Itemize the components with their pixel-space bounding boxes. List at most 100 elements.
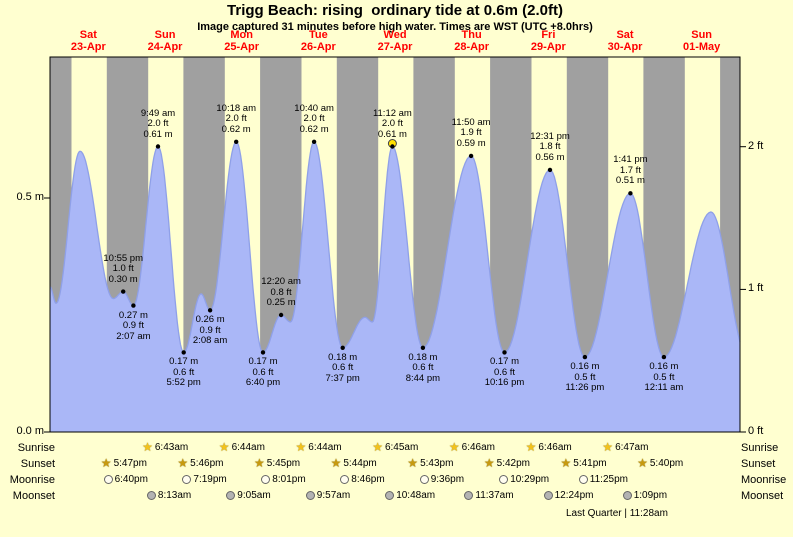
tide-extreme-dot	[207, 308, 213, 313]
day-date: 23-Apr	[70, 41, 106, 53]
high-tide-annotation: 12:20 am 0.8 ft 0.25 m	[261, 276, 301, 308]
tide-curve-edge	[49, 140, 741, 358]
moonrise-moon-icon	[578, 475, 588, 484]
day-label: Sun 01-May	[663, 29, 740, 53]
astro-time: 8:13am	[157, 490, 192, 501]
low-tide-annotation: 0.26 m 0.9 ft 2:08 am	[192, 314, 228, 347]
tide-extreme-dot	[121, 289, 126, 294]
astro-moonset-entry: 8:13am	[146, 489, 192, 502]
astro-moonrise-entry: 10:29pm	[499, 473, 549, 486]
tide-extreme-dot	[155, 144, 161, 149]
astro-sunset-entry: ★ 5:46pm	[177, 457, 223, 470]
tide-extreme-dot	[311, 139, 317, 144]
astro-time: 5:40pm	[649, 458, 684, 469]
day-label: Wed 27-Apr	[357, 29, 434, 53]
astro-moonset-entry: 9:05am	[226, 489, 271, 502]
tide-extreme-dot	[390, 144, 395, 149]
astro-moonrise-entry: 8:46pm	[340, 473, 385, 486]
tide-extreme-dot	[260, 350, 266, 355]
astro-sunrise-entry: ★ 6:44am	[219, 441, 265, 454]
low-tide-annotation: 0.27 m 0.9 ft 2:07 am	[116, 309, 151, 342]
astro-row-label-moonset-right: Moonset	[741, 490, 784, 502]
astro-time: 5:44pm	[343, 458, 377, 469]
high-tide-annotation: 12:31 pm 1.8 ft 0.56 m	[530, 130, 570, 163]
moon-phase-note: Last Quarter | 11:28am	[566, 508, 668, 519]
day-label: Thu 28-Apr	[433, 29, 510, 53]
high-tide-annotation: 10:18 am 2.0 ft 0.62 m	[216, 102, 256, 135]
day-date: 27-Apr	[377, 41, 413, 53]
astro-sunset-entry: ★ 5:43pm	[407, 457, 453, 470]
astro-time: 5:41pm	[573, 458, 607, 469]
astro-time: 6:43am	[154, 442, 189, 453]
low-tide-annotation: 0.16 m 0.5 ft 12:11 am	[644, 361, 684, 394]
day-label: Fri 29-Apr	[510, 29, 587, 53]
tide-extreme-dot	[582, 354, 588, 360]
low-tide-annotation: 0.17 m 0.6 ft 5:52 pm	[166, 356, 201, 389]
day-of-week: Sat	[79, 29, 97, 41]
tide-extreme-dot	[181, 350, 186, 355]
sunrise-star-icon: ★	[525, 440, 537, 454]
day-of-week: Wed	[383, 29, 407, 41]
moonrise-moon-icon	[182, 475, 192, 484]
sunset-star-icon: ★	[177, 456, 189, 470]
low-tide-annotation: 0.18 m 0.6 ft 7:37 pm	[325, 351, 360, 384]
astro-moonrise-entry: 9:36pm	[419, 473, 464, 486]
astro-sunset-entry: ★ 5:45pm	[254, 457, 300, 470]
astro-row-label-moonrise-right: Moonrise	[741, 474, 787, 486]
day-label: Tue 26-Apr	[280, 29, 357, 53]
high-tide-annotation: 10:40 am 2.0 ft 0.62 m	[294, 102, 334, 135]
astro-row-label-moonset-left: Moonset	[12, 490, 55, 502]
astro-time: 11:37am	[475, 490, 514, 501]
day-of-week: Sun	[154, 29, 176, 41]
y-axis-label-left: 0.5 m	[16, 191, 44, 203]
astro-time: 6:44am	[308, 442, 342, 453]
astro-row-label-moonrise-left: Moonrise	[9, 474, 55, 486]
day-of-week: Sun	[691, 29, 713, 41]
astro-moonset-entry: 9:57am	[305, 489, 350, 502]
astro-row-label-sunset-right: Sunset	[741, 458, 776, 470]
y-axis-label-right: 0 ft	[748, 425, 764, 437]
low-tide-annotation: 0.18 m 0.6 ft 8:44 pm	[405, 351, 441, 384]
astro-time: 11:25pm	[589, 474, 628, 485]
sunrise-star-icon: ★	[372, 440, 383, 454]
day-of-week: Tue	[308, 29, 328, 41]
astro-sunrise-entry: ★ 6:47am	[602, 441, 648, 454]
astro-time: 8:46pm	[351, 474, 385, 485]
tide-extreme-dot	[628, 191, 633, 196]
astro-sunrise-entry: ★ 6:45am	[372, 441, 418, 454]
low-tide-annotation: 0.17 m 0.6 ft 6:40 pm	[245, 356, 281, 389]
moonrise-moon-icon	[340, 475, 350, 484]
astro-moonset-entry: 11:37am	[464, 489, 514, 502]
astro-sunrise-entry: ★ 6:46am	[449, 441, 495, 454]
moonrise-moon-icon	[103, 475, 113, 484]
sunset-star-icon: ★	[560, 456, 572, 470]
astro-time: 9:05am	[237, 490, 271, 501]
astro-sunset-entry: ★ 5:41pm	[561, 457, 607, 470]
astro-time: 10:29pm	[510, 474, 550, 485]
y-axis-label-right: 2 ft	[748, 139, 764, 152]
tide-extreme-dot	[278, 312, 284, 318]
tide-extreme-dot	[340, 345, 345, 350]
astro-row-label-sunset-left: Sunset	[20, 458, 55, 470]
astro-moonset-entry: 12:24pm	[543, 489, 594, 502]
day-label: Mon 25-Apr	[203, 29, 280, 53]
astro-time: 6:45am	[384, 442, 419, 453]
low-tide-annotation: 0.17 m 0.6 ft 10:16 pm	[484, 356, 525, 389]
astro-moonset-entry: 10:48am	[385, 489, 435, 502]
y-axis-label-right: 1 ft	[748, 282, 764, 295]
high-tide-annotation: 11:50 am 1.9 ft 0.59 m	[451, 116, 491, 149]
day-label: Sun 24-Apr	[127, 29, 204, 53]
tide-extreme-dot	[502, 350, 507, 355]
astro-time: 8:01pm	[272, 474, 306, 485]
astro-sunset-entry: ★ 5:40pm	[637, 457, 683, 470]
tide-extreme-dot	[547, 167, 553, 173]
astro-moonrise-entry: 7:19pm	[182, 473, 227, 486]
moonrise-moon-icon	[261, 475, 271, 484]
sunrise-star-icon: ★	[602, 440, 614, 454]
astro-time: 5:42pm	[496, 458, 531, 469]
sunrise-star-icon: ★	[448, 440, 460, 454]
moonset-moon-icon	[305, 491, 315, 500]
tide-extreme-dot	[661, 354, 667, 360]
chart-subtitle: Image captured 31 minutes before high wa…	[197, 21, 593, 33]
